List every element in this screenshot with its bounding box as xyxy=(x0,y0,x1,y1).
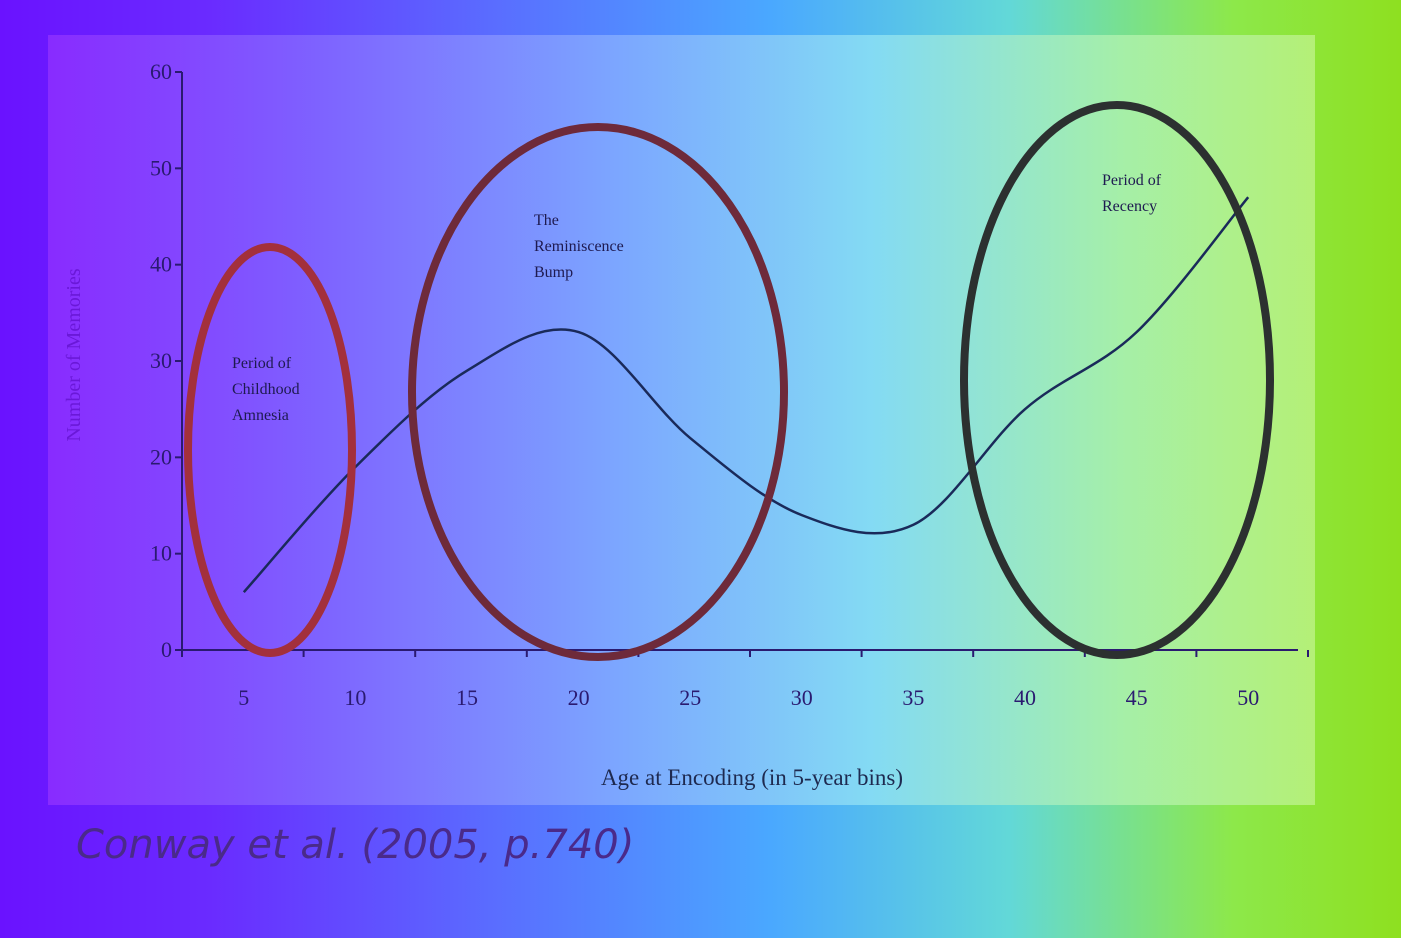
y-tick-label: 0 xyxy=(161,637,172,662)
annotation-label: Period of xyxy=(1102,172,1162,189)
slide-background xyxy=(48,35,1315,805)
x-tick-label: 45 xyxy=(1126,685,1148,710)
x-axis-label: Age at Encoding (in 5-year bins) xyxy=(601,765,903,790)
annotation-circle xyxy=(184,243,356,657)
axes: 0 10 20 30 40 50 60 5 10 15 20 25 30 35 40 45 50 xyxy=(150,59,1309,710)
x-tick-label: 50 xyxy=(1237,685,1259,710)
annotation-circle xyxy=(960,101,1274,659)
y-axis-label: Number of Memories xyxy=(63,268,85,442)
x-tick-label: 20 xyxy=(568,685,590,710)
annotation-label: Recency xyxy=(1102,198,1157,215)
x-tick-label: 25 xyxy=(679,685,701,710)
y-tick-label: 60 xyxy=(150,59,172,84)
citation: Conway et al. (2005, p.740) xyxy=(76,822,635,868)
annotation-circle xyxy=(408,123,788,661)
annotation-label: Childhood xyxy=(232,381,300,398)
y-tick-label: 50 xyxy=(150,155,172,180)
x-tick-label: 35 xyxy=(902,685,924,710)
x-tick-label: 5 xyxy=(238,685,249,710)
x-tick-label: 15 xyxy=(456,685,478,710)
annotation-label: The xyxy=(534,212,559,229)
annotation-label: Bump xyxy=(534,264,573,281)
x-tick-label: 40 xyxy=(1014,685,1036,710)
annotation-label: Period of xyxy=(232,355,292,372)
x-tick-label: 30 xyxy=(791,685,813,710)
annotation-label: Reminiscence xyxy=(534,238,624,255)
y-tick-label: 40 xyxy=(150,252,172,277)
y-tick-label: 20 xyxy=(150,444,172,469)
y-tick-label: 30 xyxy=(150,348,172,373)
y-tick-label: 10 xyxy=(150,541,172,566)
annotation-label: Amnesia xyxy=(232,407,289,424)
x-tick-label: 10 xyxy=(344,685,366,710)
series-line xyxy=(242,196,1250,594)
